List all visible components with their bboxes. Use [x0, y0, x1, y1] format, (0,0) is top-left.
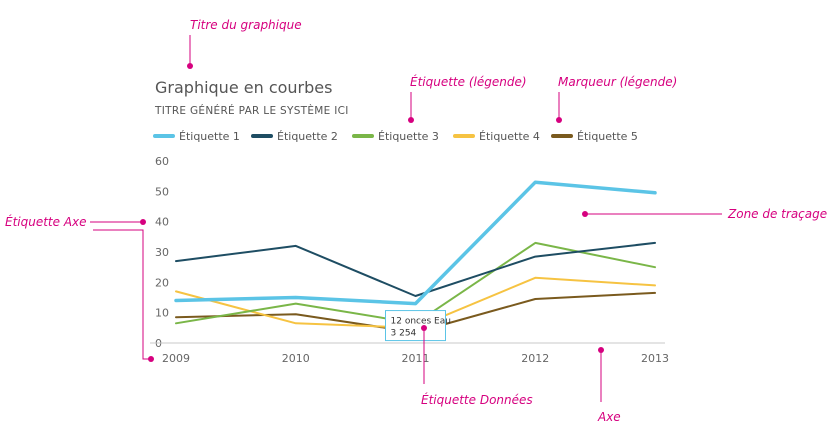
callout-label: Étiquette Axe [5, 214, 87, 229]
chart-subtitle: TITRE GÉNÉRÉ PAR LE SYSTÈME ICI [154, 104, 349, 117]
legend: Étiquette 1 Étiquette 2 Étiquette 3 Étiquet… [153, 130, 638, 143]
chart-title: Graphique en courbes [155, 78, 332, 97]
series-lines [174, 180, 657, 334]
legend-label-callout: Étiquette (légende) [408, 74, 527, 123]
x-axis-ticks: 2009 2010 2011 2012 2013 [162, 352, 669, 365]
x-tick-label: 2013 [641, 352, 669, 365]
axis-label-callout: Étiquette Axe [5, 214, 146, 229]
callout-dot [140, 219, 146, 225]
chart-title-callout: Titre du graphique [187, 18, 302, 69]
data-tooltip: 12 onces Eau 3 254 [385, 310, 451, 342]
x-tick-label: 2010 [282, 352, 310, 365]
legend-marker-callout: Marqueur (légende) [556, 75, 677, 123]
y-tick-label: 60 [155, 155, 169, 168]
callout-label: Étiquette Données [421, 392, 533, 407]
data-label-callout: Étiquette Données [421, 325, 533, 407]
callout-dot [408, 117, 414, 123]
legend-label: Étiquette 4 [479, 130, 540, 143]
callout-label: Marqueur (légende) [558, 75, 677, 89]
callout-label: Zone de traçage [727, 207, 827, 221]
callout-dot [421, 325, 427, 331]
x-tick-label: 2011 [402, 352, 430, 365]
tooltip-box [385, 310, 446, 342]
legend-label: Étiquette 3 [378, 130, 439, 143]
y-tick-label: 30 [155, 246, 169, 259]
legend-item-3: Étiquette 3 [352, 130, 439, 143]
legend-item-1: Étiquette 1 [153, 130, 240, 143]
callout-label: Étiquette (légende) [410, 74, 527, 89]
y-tick-label: 10 [155, 307, 169, 320]
x-tick-label: 2012 [521, 352, 549, 365]
axis-label-bracket [93, 229, 150, 360]
y-tick-label: 40 [155, 216, 169, 229]
legend-item-4: Étiquette 4 [453, 130, 540, 143]
annotation-callouts: Titre du graphique Étiquette (légende) Mar… [5, 18, 827, 424]
y-tick-label: 50 [155, 185, 169, 198]
legend-item-5: Étiquette 5 [551, 130, 638, 143]
legend-label: Étiquette 2 [277, 130, 338, 143]
x-tick-label: 2009 [162, 352, 190, 365]
callout-dot [598, 347, 604, 353]
plot-area-callout: Zone de traçage [582, 207, 827, 221]
y-tick-label: 20 [155, 276, 169, 289]
legend-item-2: Étiquette 2 [251, 130, 338, 143]
y-axis-ticks: 0102030405060 [155, 155, 169, 350]
series-line-1 [174, 180, 657, 306]
callout-dot [187, 63, 193, 69]
callout-dot [582, 211, 588, 217]
axis-label-dot [148, 356, 154, 362]
callout-label: Axe [597, 410, 621, 424]
series-line-2 [175, 241, 656, 297]
legend-label: Étiquette 5 [577, 130, 638, 143]
tooltip-value: 3 254 [391, 329, 417, 339]
callout-dot [556, 117, 562, 123]
callout-label: Titre du graphique [190, 18, 302, 32]
tooltip-label: 12 onces Eau [391, 317, 451, 327]
legend-label: Étiquette 1 [179, 130, 240, 143]
axis-callout: Axe [597, 347, 621, 424]
